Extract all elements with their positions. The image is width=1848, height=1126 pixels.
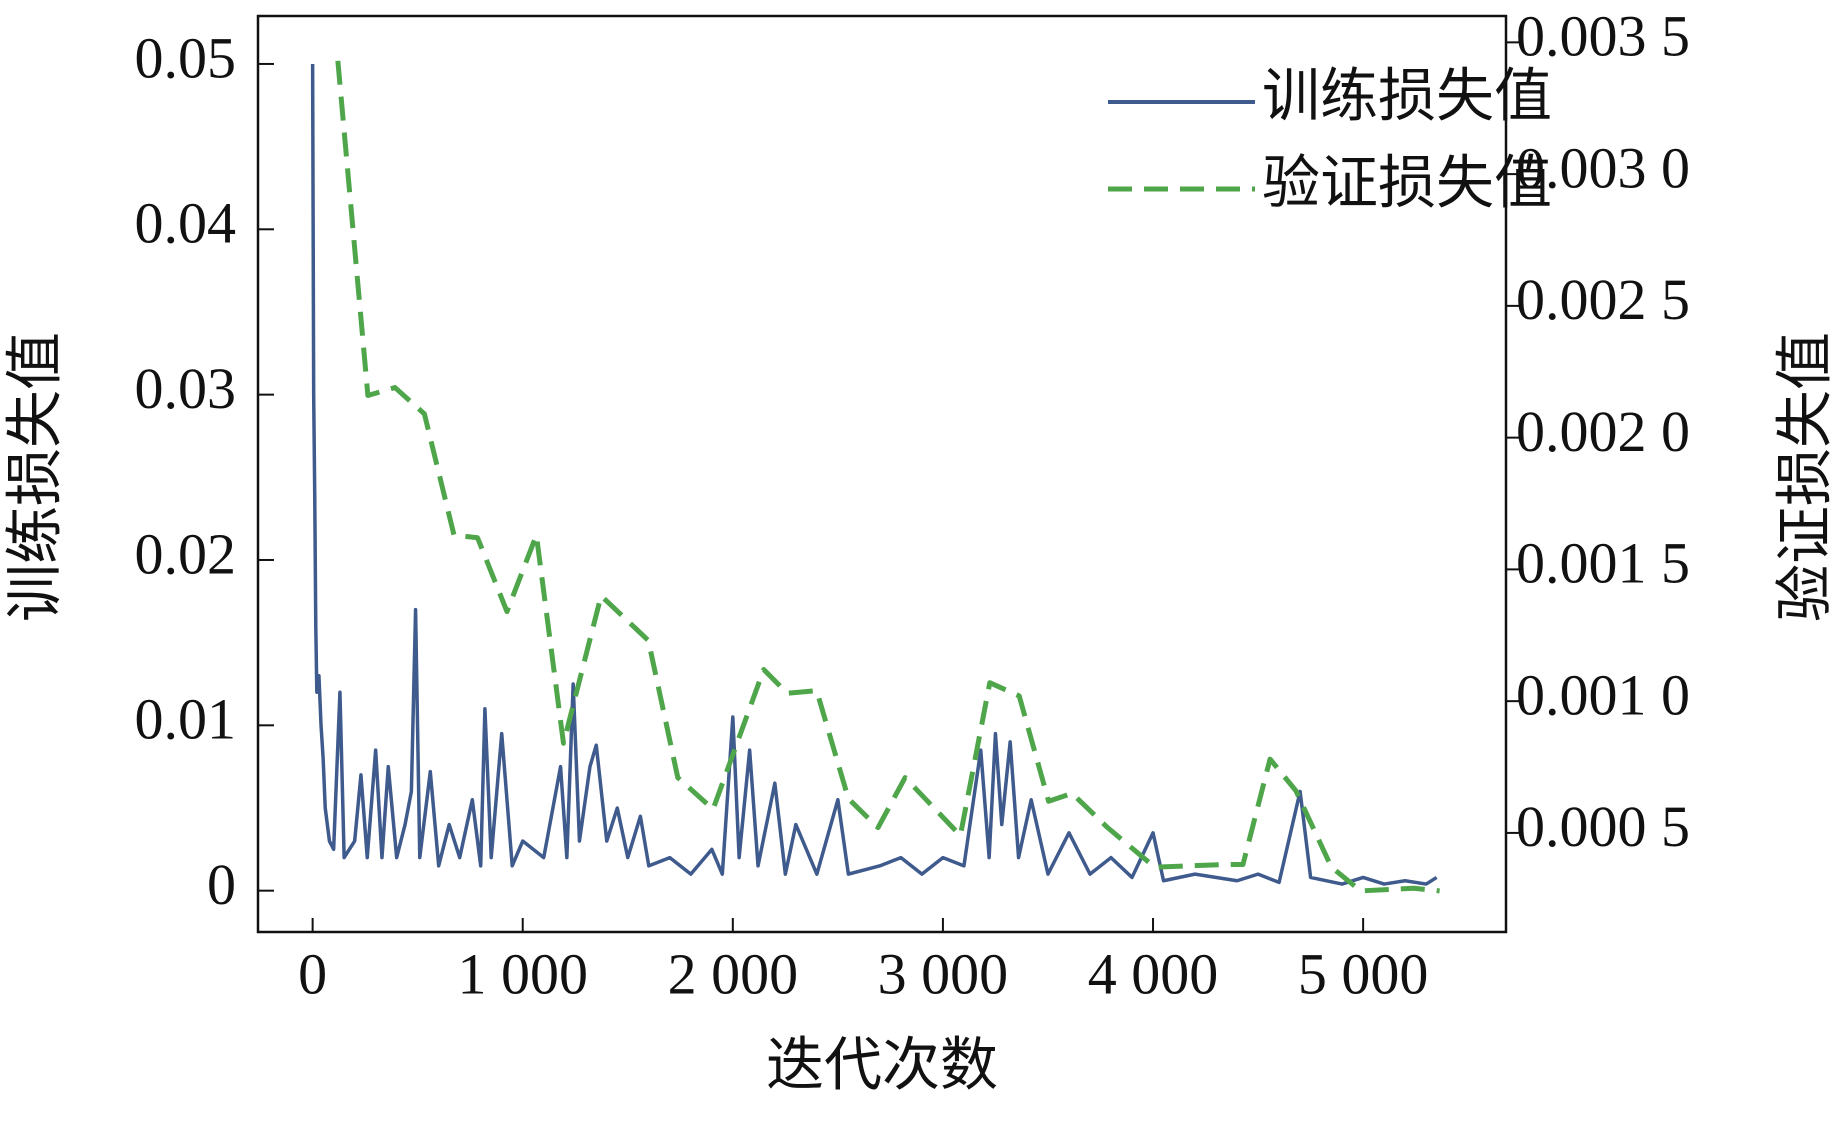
y2-tick-label: 0.001 5 <box>1516 531 1690 596</box>
x-tick-label: 4 000 <box>1088 941 1219 1006</box>
y-axis-label: 训练损失值 <box>2 332 67 622</box>
plot-frame <box>256 14 1508 934</box>
x-axis-label: 迭代次数 <box>766 1032 998 1097</box>
series-line <box>310 63 1438 886</box>
legend-label: 训练损失值 <box>1262 63 1552 128</box>
y-tick-label: 0.02 <box>135 521 237 586</box>
y2-tick-label: 0.003 0 <box>1516 135 1690 200</box>
legend-label: 验证损失值 <box>1262 150 1552 215</box>
x-tick-label: 3 000 <box>878 941 1009 1006</box>
x-tick-label: 0 <box>298 941 327 1006</box>
x-tick-label: 5 000 <box>1298 941 1429 1006</box>
y-tick-label: 0 <box>207 852 236 917</box>
y2-tick-label: 0.003 5 <box>1516 4 1690 69</box>
x-tick-label: 2 000 <box>668 941 799 1006</box>
y2-tick-label: 0.000 5 <box>1516 794 1690 859</box>
y2-axis-label: 验证损失值 <box>1772 332 1837 622</box>
y2-tick-label: 0.001 0 <box>1516 662 1690 727</box>
y2-tick-label: 0.002 5 <box>1516 267 1690 332</box>
series-line <box>335 60 1440 894</box>
y-tick-label: 0.03 <box>135 356 237 421</box>
y2-tick-label: 0.002 0 <box>1516 399 1690 464</box>
y-tick-label: 0.04 <box>135 191 237 256</box>
y-tick-label: 0.05 <box>135 25 237 90</box>
y-tick-label: 0.01 <box>135 687 237 752</box>
x-tick-label: 1 000 <box>457 941 588 1006</box>
